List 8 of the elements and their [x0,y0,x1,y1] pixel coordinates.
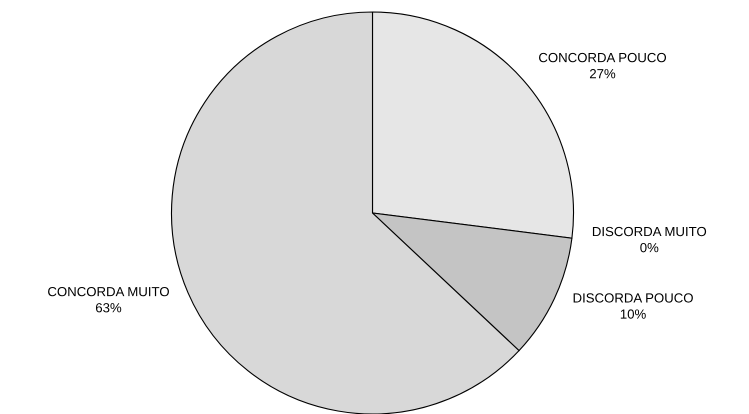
data-label: 63% [96,303,122,312]
text: 0% [640,242,658,252]
category-label: DISCORDA MUITO [592,226,706,236]
data-label: 27% [590,69,616,78]
slice-label: CONCORDA MUITO [48,286,169,296]
data-label: 10% [620,309,646,319]
slice-label: CONCORDA POUCO [539,52,666,62]
slice-label: DISCORDA POUCO [574,293,693,303]
